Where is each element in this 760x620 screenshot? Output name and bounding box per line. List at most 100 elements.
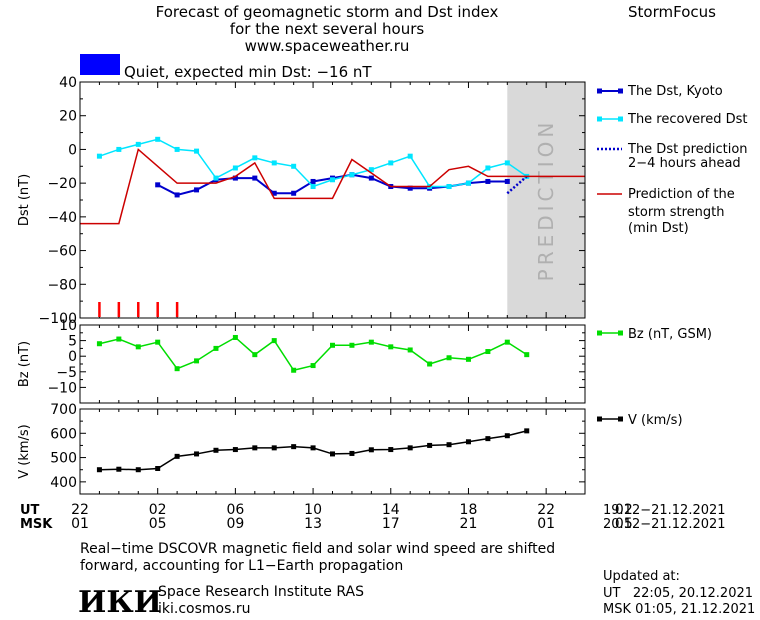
dst-kyoto-point: [232, 175, 238, 181]
dst-panel-frame: [79, 81, 586, 319]
v-point: [330, 451, 335, 457]
legend: The Dst, Kyoto The recovered Dst The Dst…: [597, 84, 748, 428]
dst-ytick-label: −40: [47, 210, 77, 226]
legend-storm-strength-label-1: Prediction of the: [628, 187, 735, 202]
v-point: [349, 450, 355, 456]
bz-point: [174, 366, 180, 372]
bz-point: [427, 361, 433, 367]
status-color-swatch: [80, 54, 120, 75]
msk-tick-label: 13: [304, 516, 322, 532]
v-point: [310, 445, 316, 451]
legend-bz-label: Bz (nT, GSM): [628, 327, 712, 342]
bz-point: [330, 342, 335, 348]
bz-point: [407, 347, 413, 353]
bz-point: [271, 338, 277, 344]
brand-label: StormFocus: [628, 3, 716, 21]
v-panel: 700 600 500 400 V (km/s): [17, 402, 586, 495]
v-ytick-label: 500: [50, 451, 77, 467]
legend-dst-recovered-marker: [618, 116, 623, 122]
bz-ytick-label: −5: [56, 365, 77, 381]
v-point: [232, 447, 238, 453]
bz-ytick-label: 0: [68, 349, 77, 365]
msk-tick-label: 01: [537, 516, 555, 532]
bz-ytick-label: 5: [68, 334, 77, 350]
dst-recovered-point: [349, 172, 355, 178]
legend-dst-kyoto-marker: [597, 88, 602, 94]
bz-point: [368, 339, 374, 345]
prediction-label: PREDICTION: [534, 119, 558, 282]
dst-recovered-point: [330, 177, 335, 183]
dst-recovered-point: [96, 153, 102, 159]
dst-kyoto-point: [174, 192, 180, 198]
institute-site-link[interactable]: iki.cosmos.ru: [158, 601, 250, 617]
legend-v-marker: [618, 416, 623, 422]
dst-recovered-point: [174, 146, 180, 152]
dst-recovered-point: [135, 141, 141, 147]
dst-recovered-point: [446, 184, 452, 190]
bz-ytick-label: −10: [47, 380, 77, 396]
dst-kyoto-point: [252, 175, 258, 181]
updated-ut: UT 22:05, 20.12.2021: [603, 586, 753, 601]
msk-tick-label: 01: [71, 516, 89, 532]
bz-point: [485, 349, 491, 355]
dst-recovered-point: [213, 175, 219, 181]
dst-kyoto-point: [194, 187, 200, 193]
bz-point: [310, 363, 316, 369]
dst-kyoto-point: [368, 175, 374, 181]
v-point: [524, 428, 530, 434]
v-point: [213, 447, 219, 453]
legend-dst-prediction-label-2: 2−4 hours ahead: [628, 156, 741, 171]
v-point: [96, 467, 102, 473]
footer-note-line2: forward, accounting for L1−Earth propaga…: [80, 558, 403, 574]
dst-recovered-point: [271, 160, 277, 166]
legend-storm-strength-label-3: (min Dst): [628, 221, 689, 236]
bz-point: [465, 356, 471, 362]
prediction-band: [507, 82, 585, 318]
dst-panel: PREDICTION 40 20 0 −20 −40 −60 −80 −100 Dst (nT…: [17, 75, 586, 327]
v-point: [252, 445, 258, 451]
dst-prediction-line: [506, 175, 528, 195]
dst-recovered-point: [407, 153, 413, 159]
dst-kyoto-point: [291, 190, 297, 196]
dst-kyoto-point: [504, 178, 510, 184]
bz-panel-frame: [79, 324, 586, 404]
legend-dst-prediction-label-1: The Dst prediction: [627, 142, 748, 157]
dst-recovered-point: [465, 180, 471, 186]
legend-dst-kyoto-label: The Dst, Kyoto: [627, 84, 723, 99]
dst-ytick-label: −60: [47, 244, 77, 260]
bz-point: [446, 355, 452, 361]
v-point: [155, 466, 161, 471]
msk-tick-label: 21: [460, 516, 478, 532]
bz-point: [349, 342, 355, 348]
dst-ytick-label: −80: [47, 277, 77, 293]
v-point: [407, 445, 413, 451]
ut-tick-label: 02: [615, 502, 633, 518]
bz-point: [213, 345, 219, 351]
v-point: [135, 467, 141, 473]
dst-recovered-point: [310, 184, 316, 190]
bz-point: [135, 344, 141, 350]
bz-point: [504, 339, 510, 345]
dst-recovered-point: [504, 160, 510, 166]
chart-title-line2: for the next several hours: [230, 20, 425, 38]
dst-ytick-label: 0: [68, 142, 77, 158]
ut-tick-label: 06: [226, 502, 244, 518]
v-point: [271, 445, 277, 451]
ut-tick-label: 02: [149, 502, 167, 518]
msk-axis-label: MSK: [20, 517, 53, 532]
ut-tick-label: 10: [304, 502, 322, 518]
v-point: [388, 447, 394, 453]
bz-ytick-label: 10: [59, 318, 77, 334]
dst-kyoto-point: [271, 190, 277, 196]
msk-tick-label: 05: [615, 516, 633, 532]
iki-logo: ИКИ: [78, 585, 162, 620]
dst-kyoto-point: [155, 182, 161, 188]
legend-v-marker: [597, 416, 602, 422]
v-point: [446, 442, 452, 448]
institute-name: Space Research Institute RAS: [158, 584, 364, 600]
bz-point: [194, 358, 200, 364]
bz-point: [388, 344, 394, 350]
legend-storm-strength-label-2: storm strength: [628, 205, 725, 220]
dst-kyoto-point: [485, 178, 491, 184]
